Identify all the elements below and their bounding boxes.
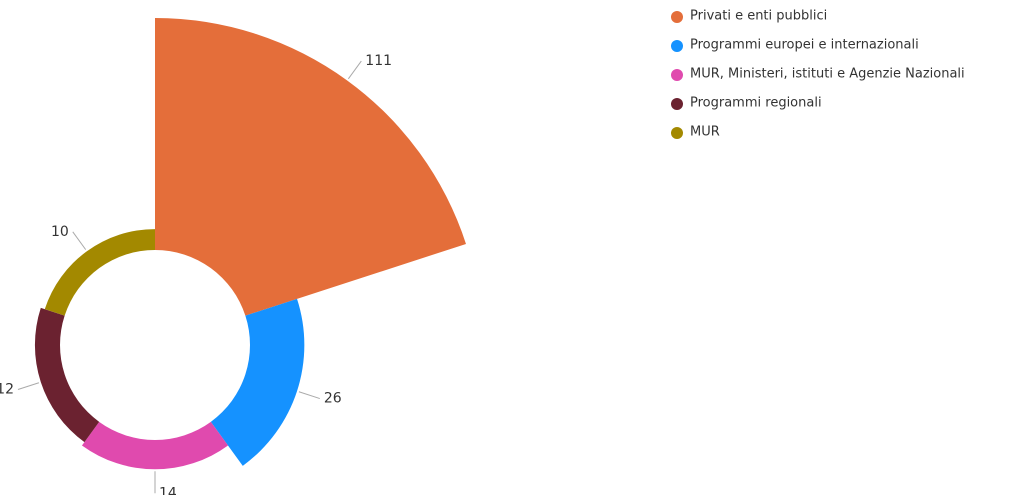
legend-label: Privati e enti pubblici: [690, 9, 827, 24]
slice: [34, 307, 100, 443]
legend-label: Programmi europei e internazionali: [690, 38, 919, 53]
slice: [44, 229, 155, 316]
legend-marker: [671, 98, 683, 110]
data-label: 10: [51, 224, 69, 240]
legend-label: MUR: [690, 125, 720, 140]
data-label: 14: [159, 485, 177, 495]
legend-marker: [671, 11, 683, 23]
slice: [210, 298, 305, 466]
leader-line: [17, 382, 40, 390]
data-label: 12: [0, 382, 14, 398]
legend-label: MUR, Ministeri, istituti e Agenzie Nazio…: [690, 67, 965, 82]
leader-line: [72, 231, 87, 250]
slice: [81, 421, 229, 470]
legend-marker: [671, 127, 683, 139]
leader-line: [347, 60, 362, 80]
data-label: 26: [324, 391, 342, 407]
legend-marker: [671, 69, 683, 81]
leader-line: [298, 391, 321, 400]
slice: [155, 18, 466, 316]
legend-marker: [671, 40, 683, 52]
legend-label: Programmi regionali: [690, 96, 822, 111]
data-label: 111: [365, 53, 392, 69]
